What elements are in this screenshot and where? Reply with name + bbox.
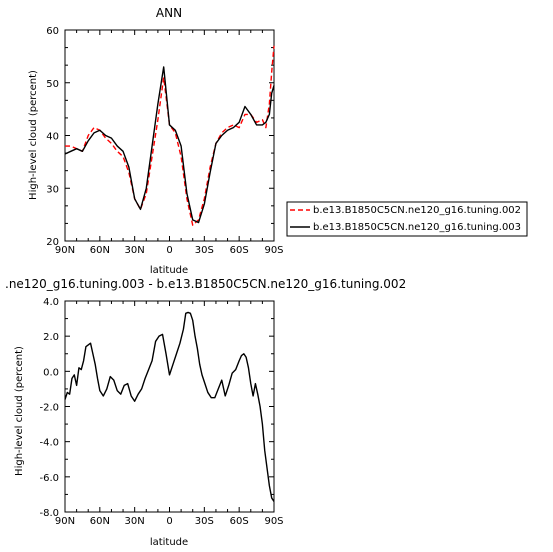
top-y-tick-label: 40: [46, 132, 59, 143]
bottom-plot-frame: [64, 300, 275, 513]
top-series-line-1: [65, 45, 275, 226]
bottom-y-tick-label: -8.0: [39, 508, 59, 519]
top-x-tick-label: 30S: [195, 245, 214, 256]
top-x-axis-label: latitude: [150, 265, 188, 276]
bottom-x-tick-label: 60S: [230, 516, 249, 527]
legend: b.e13.B1850C5CN.ne120_g16.tuning.002 b.e…: [286, 201, 528, 237]
bottom-x-tick-label: 0: [166, 516, 172, 527]
bottom-series-line-1: [64, 311, 275, 502]
bottom-x-ticks: 90N 60N 30N 0 30S 60S 90S: [55, 301, 284, 527]
top-y-tick-label: 20: [46, 237, 59, 248]
bottom-panel: .ne120_g16.tuning.003 - b.e13.B1850C5CN.…: [5, 277, 406, 548]
bottom-y-tick-label: -2.0: [39, 403, 59, 414]
top-series-group: [64, 45, 275, 226]
bottom-y-tick-label: -6.0: [39, 473, 59, 484]
top-x-tick-label: 90N: [55, 245, 75, 256]
top-series-line-2: [64, 66, 275, 224]
top-y-axis-label: High-level cloud (percent): [28, 70, 39, 200]
top-title: ANN: [156, 6, 182, 20]
bottom-y-tick-label: 4.0: [43, 297, 59, 308]
top-x-tick-label: 0: [166, 245, 172, 256]
top-y-tick-label: 60: [46, 26, 59, 37]
legend-label-series-1: b.e13.B1850C5CN.ne120_g16.tuning.002: [313, 205, 521, 216]
top-y-tick-label: 30: [46, 184, 59, 195]
bottom-x-tick-label: 90S: [264, 516, 283, 527]
top-x-tick-label: 90S: [264, 245, 283, 256]
bottom-x-axis-label: latitude: [150, 537, 188, 548]
top-plot-frame: [64, 29, 275, 242]
top-x-tick-label: 60N: [90, 245, 110, 256]
top-x-ticks: 90N 60N 30N 0 30S 60S 90S: [55, 30, 284, 256]
top-x-tick-label: 30N: [125, 245, 145, 256]
bottom-y-tick-label: 2.0: [43, 332, 59, 343]
top-x-tick-label: 60S: [230, 245, 249, 256]
bottom-x-tick-label: 30S: [195, 516, 214, 527]
legend-label-series-2: b.e13.B1850C5CN.ne120_g16.tuning.003: [313, 222, 521, 233]
bottom-y-tick-label: 0.0: [43, 367, 59, 378]
top-y-tick-label: 50: [46, 79, 59, 90]
legend-box: [286, 201, 528, 237]
bottom-y-axis-label: High-level cloud (percent): [14, 346, 25, 476]
bottom-y-tick-label: -4.0: [39, 438, 59, 449]
bottom-title: .ne120_g16.tuning.003 - b.e13.B1850C5CN.…: [5, 277, 406, 291]
bottom-x-tick-label: 60N: [90, 516, 110, 527]
bottom-x-tick-label: 90N: [55, 516, 75, 527]
top-y-ticks: 20 30 40 50 60: [46, 26, 274, 248]
bottom-y-ticks: -8.0 -6.0 -4.0 -2.0 0.0 2.0 4.0: [39, 297, 274, 519]
bottom-series-group: [64, 311, 275, 502]
bottom-x-tick-label: 30N: [125, 516, 145, 527]
top-panel: ANN 20 30 40 50 60 90N 60N 30N 0 30S 60S 90S latit…: [28, 6, 284, 276]
